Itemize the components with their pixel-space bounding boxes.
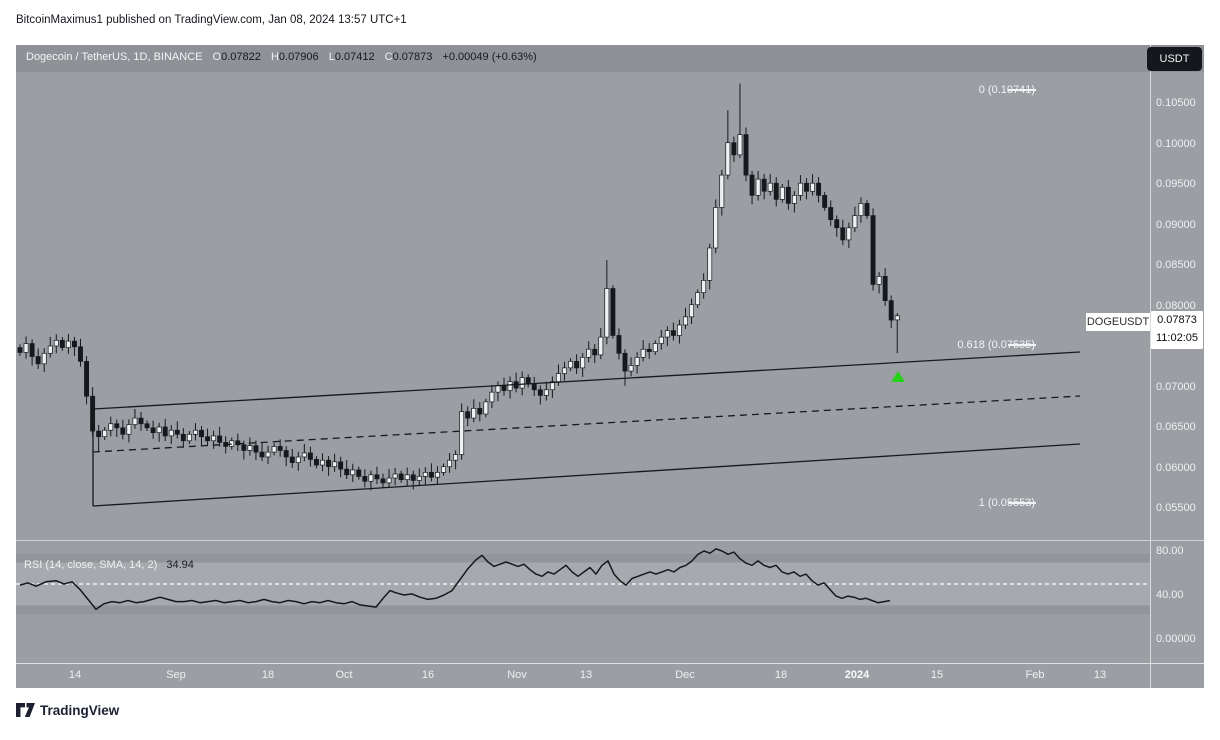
- fib-level-618-dash: [1008, 344, 1036, 346]
- time-tick: Nov: [507, 669, 527, 681]
- pane-separator[interactable]: [16, 540, 1204, 541]
- price-tick: 0.08500: [1156, 259, 1196, 271]
- close-label: C: [384, 51, 393, 63]
- time-tick: 14: [68, 669, 82, 681]
- symbol-info-bar[interactable]: Dogecoin / TetherUS, 1D, BINANCE O0.0782…: [26, 51, 537, 63]
- currency-usdt-button[interactable]: USDT: [1147, 47, 1202, 71]
- time-tick: 15: [930, 669, 944, 681]
- buy-arrow-marker: [891, 371, 905, 382]
- time-tick: Sep: [166, 669, 186, 681]
- tradingview-watermark[interactable]: TradingView: [16, 703, 119, 718]
- price-tick: 0.10500: [1156, 97, 1196, 109]
- low-value: 0.07412: [334, 51, 375, 63]
- rsi-indicator-label[interactable]: RSI (14, close, SMA, 14, 2) 34.94: [24, 559, 194, 571]
- price-tick: 0.06000: [1156, 461, 1196, 474]
- last-price-label: 0.07873 11:02:05: [1151, 311, 1203, 349]
- low-label: L: [328, 51, 335, 63]
- tradingview-logo-text: TradingView: [40, 703, 120, 718]
- fib-level-0-dash: [1008, 89, 1036, 91]
- open-value: 0.07822: [221, 51, 261, 63]
- price-tick: 0.09000: [1156, 218, 1196, 231]
- time-tick: 16: [421, 669, 435, 681]
- fib-level-0-label[interactable]: 0 (0.10741): [978, 84, 1035, 96]
- time-tick: 18: [261, 669, 275, 681]
- published-attribution-line: BitcoinMaximus1 published on TradingView…: [16, 14, 407, 26]
- open-label: O: [212, 51, 222, 63]
- symbol-price-tag: DOGEUSDT: [1086, 313, 1150, 331]
- chart-canvas[interactable]: [16, 45, 1204, 688]
- price-tick: 0.09500: [1156, 178, 1196, 190]
- rsi-scale-tick: 80.00: [1156, 545, 1184, 557]
- rsi-current-value: 34.94: [166, 559, 194, 571]
- symbol-title[interactable]: Dogecoin / TetherUS, 1D, BINANCE: [26, 51, 203, 63]
- fib-level-1-label[interactable]: 1 (0.05553): [978, 497, 1035, 509]
- high-value: 0.07906: [278, 51, 319, 63]
- price-tick: 0.08000: [1156, 299, 1196, 312]
- rsi-settings-text[interactable]: RSI (14, close, SMA, 14, 2): [24, 559, 158, 571]
- last-price-value: 0.07873: [1157, 314, 1197, 326]
- rsi-scale-tick: 40.00: [1156, 589, 1184, 601]
- bar-countdown: 11:02:05: [1155, 332, 1198, 344]
- chart-header-band: [16, 45, 1204, 72]
- fib-level-618-label[interactable]: 0.618 (0.07535): [957, 339, 1035, 351]
- price-rsi-chart[interactable]: [16, 45, 1204, 688]
- time-tick: Oct: [335, 669, 353, 681]
- price-tick: 0.05500: [1156, 502, 1196, 514]
- price-axis-separator: [1150, 45, 1151, 688]
- time-tick: 18: [774, 669, 788, 681]
- close-value: 0.07873: [392, 51, 433, 63]
- time-tick: 13: [1093, 669, 1107, 681]
- rsi-scale-tick: 0.00000: [1156, 633, 1196, 645]
- price-tick: 0.06500: [1156, 421, 1196, 433]
- change-value: +0.00049 (+0.63%): [442, 51, 537, 63]
- price-tick: 0.10000: [1156, 137, 1196, 150]
- time-axis-separator: [16, 663, 1204, 664]
- fib-level-1-dash: [1008, 502, 1036, 504]
- price-tick: 0.07000: [1156, 380, 1196, 393]
- tradingview-logo-icon: [16, 703, 35, 717]
- time-tick: Feb: [1025, 669, 1045, 681]
- time-tick: 13: [579, 669, 593, 681]
- time-tick: 2024: [844, 669, 870, 681]
- time-tick: Dec: [675, 669, 695, 681]
- high-label: H: [270, 51, 279, 63]
